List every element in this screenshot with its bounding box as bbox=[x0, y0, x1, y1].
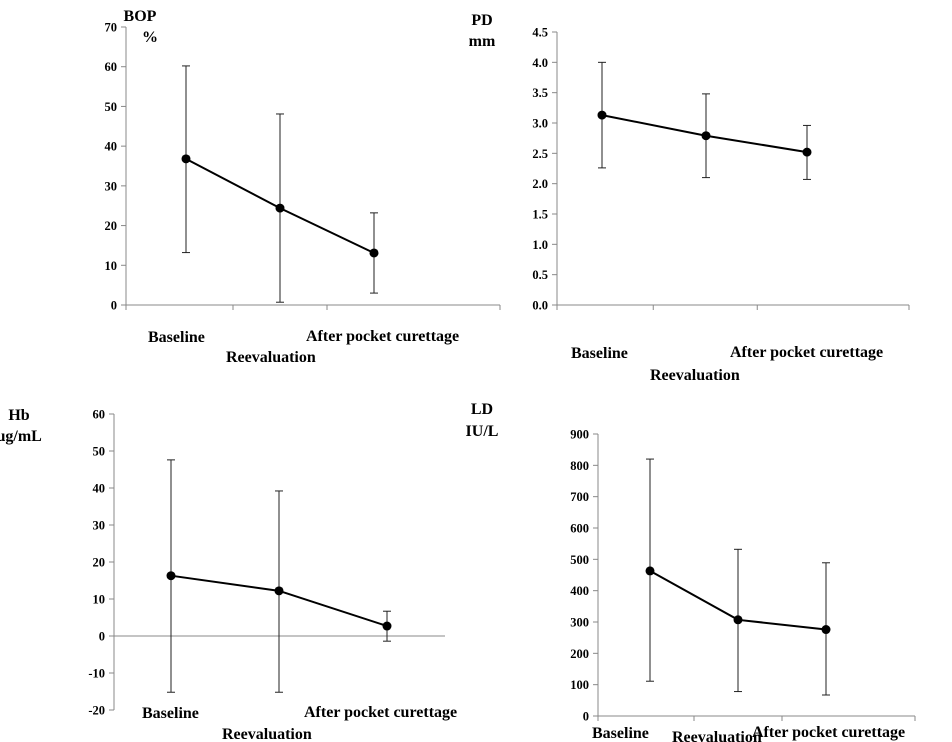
y-tick-label: -10 bbox=[88, 667, 105, 681]
category-label: Reevaluation bbox=[672, 729, 762, 742]
y-tick-label: 20 bbox=[105, 219, 118, 233]
data-point bbox=[166, 571, 176, 581]
y-axis-label: BOP bbox=[124, 8, 157, 25]
y-tick-label: 4.0 bbox=[532, 56, 548, 70]
chart-2: PD mm 0.0 0.5 1.0 1.5 2.0 2.5 3.0 3.5 4.0 4.5 Baseli… bbox=[469, 12, 910, 384]
y-tick-label: 0.0 bbox=[532, 299, 548, 313]
y-tick-label: 800 bbox=[570, 459, 589, 473]
y-tick-label: 0 bbox=[583, 710, 589, 724]
y-axis-label: Hb bbox=[8, 407, 29, 424]
y-axis-label: % bbox=[142, 29, 158, 46]
y-tick-label: 30 bbox=[105, 179, 118, 193]
data-point bbox=[382, 621, 392, 631]
category-label: Baseline bbox=[592, 725, 649, 742]
y-axis-label: µg/mL bbox=[0, 428, 42, 445]
y-tick-label: 700 bbox=[570, 490, 589, 504]
y-tick-label: 60 bbox=[93, 408, 106, 422]
y-tick-label: 70 bbox=[105, 21, 118, 35]
data-point bbox=[802, 147, 812, 157]
y-tick-label: 50 bbox=[93, 445, 106, 459]
y-tick-label: 4.5 bbox=[532, 26, 548, 40]
data-point bbox=[181, 154, 191, 164]
category-label: After pocket curettage bbox=[304, 704, 457, 721]
y-tick-label: 3.0 bbox=[532, 117, 548, 131]
y-tick-label: 500 bbox=[570, 553, 589, 567]
data-point bbox=[369, 248, 379, 258]
y-tick-label: 10 bbox=[93, 593, 106, 607]
data-point bbox=[274, 586, 284, 596]
data-point bbox=[275, 203, 285, 213]
y-tick-label: 0 bbox=[99, 630, 105, 644]
data-point bbox=[597, 110, 607, 120]
y-axis-label: PD bbox=[471, 12, 492, 29]
data-point bbox=[701, 131, 711, 141]
category-label: After pocket curettage bbox=[306, 328, 459, 345]
y-tick-label: 50 bbox=[105, 100, 118, 114]
category-label: After pocket curettage bbox=[730, 344, 883, 361]
category-label: Baseline bbox=[148, 329, 205, 346]
category-label: Reevaluation bbox=[650, 367, 740, 384]
y-tick-label: 2.5 bbox=[532, 147, 548, 161]
y-tick-label: 600 bbox=[570, 522, 589, 536]
category-label: Baseline bbox=[571, 345, 628, 362]
y-tick-label: -20 bbox=[88, 704, 105, 718]
data-point bbox=[645, 566, 655, 576]
y-tick-label: 0 bbox=[111, 299, 117, 313]
y-tick-label: 30 bbox=[93, 519, 106, 533]
y-tick-label: 0.5 bbox=[532, 268, 548, 282]
y-tick-label: 40 bbox=[105, 140, 118, 154]
chart-3: Hb µg/mL -20 -10 0 10 20 30 40 50 60 Baseline Reeval… bbox=[0, 407, 457, 742]
y-tick-label: 10 bbox=[105, 259, 118, 273]
y-axis-label: IU/L bbox=[466, 423, 499, 440]
y-tick-label: 400 bbox=[570, 584, 589, 598]
y-axis-label: LD bbox=[471, 401, 493, 418]
y-axis-label: mm bbox=[469, 33, 496, 50]
y-tick-label: 2.0 bbox=[532, 177, 548, 191]
chart-4: LD IU/L 0 100 200 300 400 500 600 700 800 900 Baseli… bbox=[466, 401, 916, 742]
y-tick-label: 20 bbox=[93, 556, 106, 570]
y-tick-label: 900 bbox=[570, 428, 589, 442]
category-label: After pocket curettage bbox=[752, 724, 905, 741]
category-label: Reevaluation bbox=[222, 726, 312, 742]
y-tick-label: 1.0 bbox=[532, 238, 548, 252]
y-tick-label: 100 bbox=[570, 678, 589, 692]
y-tick-label: 3.5 bbox=[532, 86, 548, 100]
y-tick-label: 200 bbox=[570, 647, 589, 661]
data-point bbox=[821, 625, 831, 635]
y-tick-label: 60 bbox=[105, 60, 118, 74]
data-point bbox=[733, 615, 743, 625]
y-tick-label: 1.5 bbox=[532, 208, 548, 222]
chart-1: BOP% 0 10 20 30 40 50 60 70 Baseline Reevaluation A… bbox=[105, 8, 501, 366]
y-tick-label: 40 bbox=[93, 482, 106, 496]
category-label: Baseline bbox=[142, 705, 199, 722]
y-tick-label: 300 bbox=[570, 616, 589, 630]
category-label: Reevaluation bbox=[226, 349, 316, 366]
